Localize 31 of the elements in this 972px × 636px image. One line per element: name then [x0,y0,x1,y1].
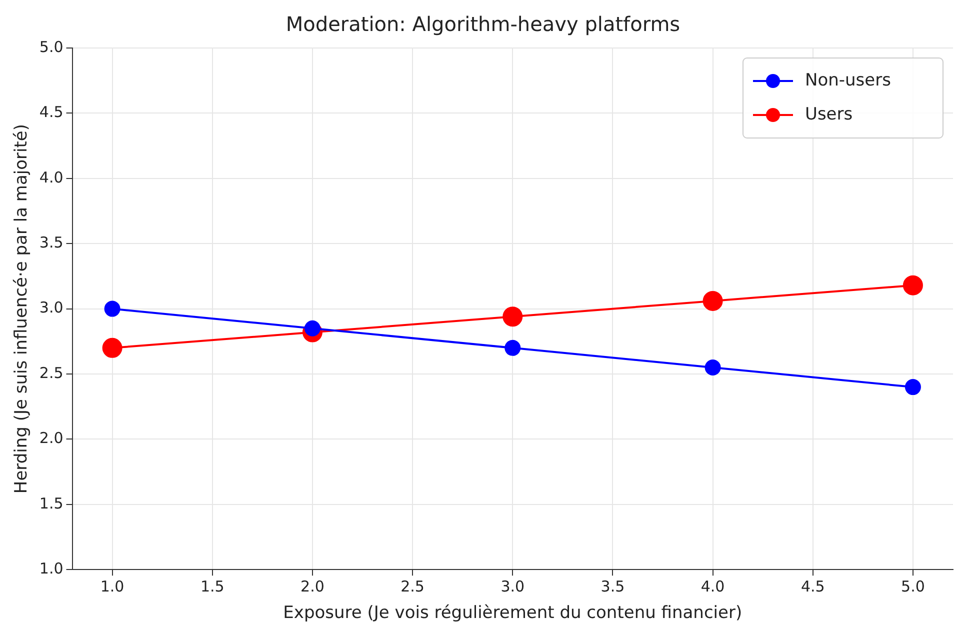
point [704,359,721,376]
x-tick-label: 1.5 [200,577,224,596]
point [504,340,521,356]
y-tick-label: 2.5 [39,364,64,382]
y-tick-label: 2.0 [39,429,64,448]
chart-title: Moderation: Algorithm-heavy platforms [286,12,680,36]
point [502,306,523,327]
y-tick-label: 1.5 [39,494,64,512]
x-tick-label: 1.0 [100,577,124,596]
y-tick-label: 4.5 [39,103,64,122]
point [702,290,723,311]
point [102,338,122,358]
y-tick-label: 4.0 [39,168,64,186]
x-tick-label: 5.0 [901,577,925,596]
legend-label: Users [805,104,853,124]
x-tick-label: 2.0 [300,577,324,596]
point [902,275,923,296]
y-tick-label: 1.0 [39,559,64,578]
legend-label: Non-users [805,70,892,90]
x-axis-title: Exposure (Je vois régulièrement du contenu financier) [283,603,742,624]
y-tick-label: 3.5 [39,233,64,252]
x-tick-label: 2.5 [400,577,424,596]
y-axis-title: Herding (Je suis influencé·e par la majorité) [12,124,32,494]
x-tick-label: 3.5 [600,577,625,596]
y-tick-label: 3.0 [39,298,64,317]
point [904,379,921,396]
point [104,300,120,317]
x-tick-label: 4.5 [800,577,825,596]
y-tick-label: 5.0 [39,38,64,56]
x-tick-label: 4.0 [700,577,725,596]
x-tick-label: 3.0 [500,577,525,596]
